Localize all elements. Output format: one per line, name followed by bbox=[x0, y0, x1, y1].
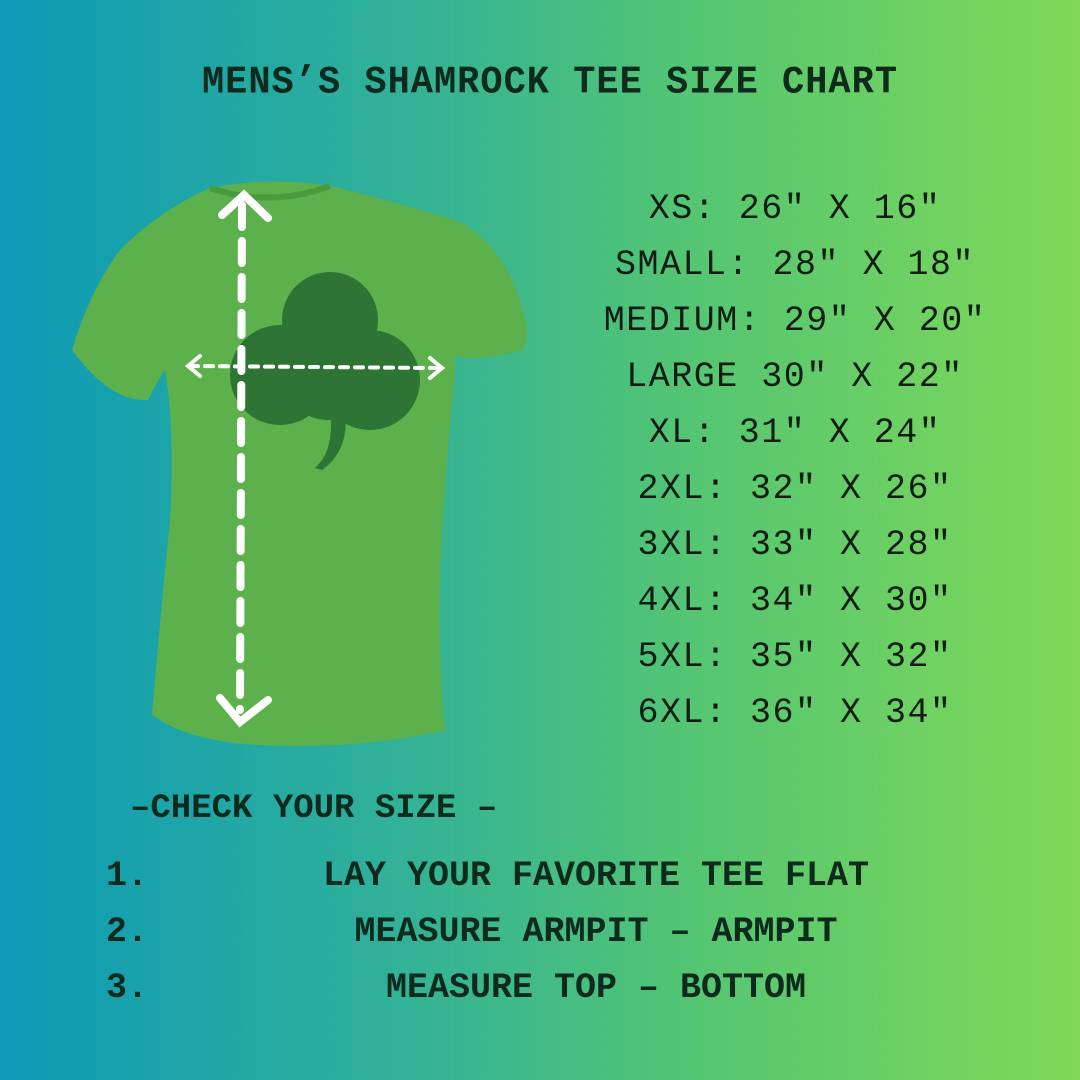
size-row-medium: MEDIUM: 29" X 20" bbox=[603, 301, 987, 341]
horizontal-measure-arrow bbox=[184, 354, 446, 380]
size-row-2xl: 2XL: 32" X 26" bbox=[637, 469, 953, 509]
page-title: MENS’S SHAMROCK TEE SIZE CHART bbox=[201, 60, 899, 106]
size-row-5xl: 5XL: 35" X 32" bbox=[637, 637, 953, 677]
size-row-3xl: 3XL: 33" X 28" bbox=[637, 525, 953, 565]
size-row-xs: XS: 26" X 16" bbox=[648, 189, 942, 229]
step-text: MEASURE TOP – BOTTOM bbox=[385, 968, 807, 1008]
step-text: MEASURE ARMPIT – ARMPIT bbox=[354, 912, 838, 952]
check-size-heading: –CHECK YOUR SIZE – bbox=[130, 790, 498, 828]
step-number: 1. bbox=[106, 856, 149, 896]
vertical-measure-arrow bbox=[216, 189, 272, 728]
size-row-large: LARGE 30" X 22" bbox=[626, 357, 964, 397]
size-row-6xl: 6XL: 36" X 34" bbox=[637, 693, 953, 733]
shamrock-icon bbox=[230, 272, 420, 470]
step-text: LAY YOUR FAVORITE TEE FLAT bbox=[322, 856, 870, 896]
size-row-4xl: 4XL: 34" X 30" bbox=[637, 581, 953, 621]
size-list: XS: 26" X 16" SMALL: 28" X 18" MEDIUM: 2… bbox=[595, 186, 995, 746]
step-number: 3. bbox=[106, 968, 149, 1008]
size-row-xl: XL: 31" X 24" bbox=[648, 413, 942, 453]
size-row-small: SMALL: 28" X 18" bbox=[614, 245, 976, 285]
t-shirt-image bbox=[72, 181, 527, 747]
step-number: 2. bbox=[106, 912, 149, 952]
